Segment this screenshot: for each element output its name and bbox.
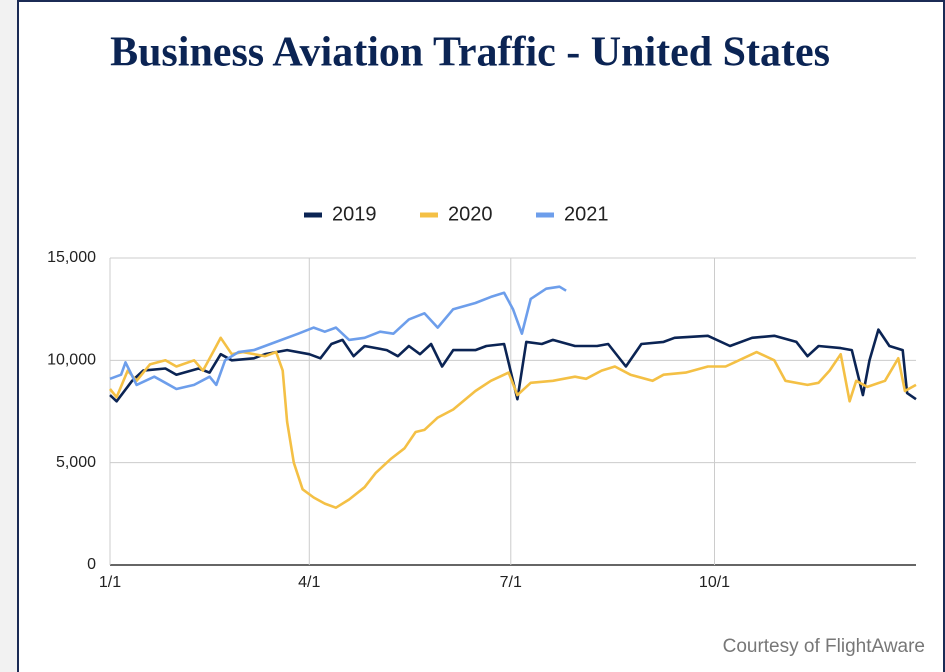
x-tick-label: 1/1 bbox=[99, 574, 121, 591]
legend-label: 2020 bbox=[448, 203, 493, 225]
x-tick-label: 7/1 bbox=[500, 574, 522, 591]
x-tick-label: 4/1 bbox=[298, 574, 320, 591]
line-series bbox=[108, 336, 917, 509]
legend-label: 2021 bbox=[564, 203, 609, 225]
y-tick-label: 15,000 bbox=[47, 249, 96, 266]
x-tick-label: 10/1 bbox=[699, 574, 730, 591]
y-tick-label: 10,000 bbox=[47, 352, 96, 369]
footer: Courtesy of FlightAware bbox=[723, 636, 925, 657]
line-series bbox=[109, 285, 567, 391]
frame bbox=[17, 0, 945, 672]
y-tick-label: 0 bbox=[87, 556, 96, 573]
line-series bbox=[109, 328, 917, 403]
y-tick-label: 5,000 bbox=[56, 454, 96, 471]
legend-label: 2019 bbox=[332, 203, 377, 225]
chart-title: Business Aviation Traffic - United State… bbox=[110, 30, 830, 76]
